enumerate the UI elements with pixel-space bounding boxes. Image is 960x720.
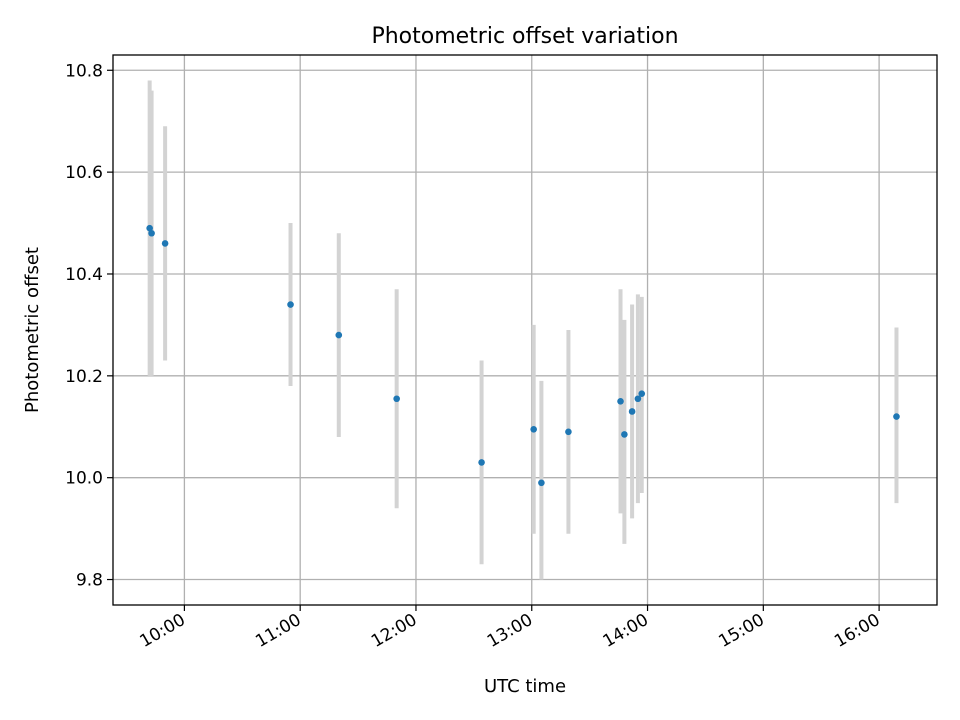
data-point (335, 331, 343, 339)
x-tick-label: 11:00 (252, 610, 304, 652)
data-point (628, 408, 636, 415)
grid-lines (113, 55, 937, 605)
x-axis-ticks: 10:00 11:00 12:00 13:00 14:00 15:00 16:00 (136, 605, 884, 652)
y-axis-ticks: 9.8 10.0 10.2 10.4 10.6 10.8 (65, 61, 113, 591)
x-tick-label: 12:00 (368, 610, 420, 652)
data-point (148, 229, 155, 237)
data-point (146, 224, 153, 232)
chart-title: Photometric offset variation (371, 24, 678, 49)
x-axis-label: UTC time (484, 676, 566, 697)
data-point (617, 397, 624, 405)
x-tick-label: 13:00 (484, 610, 536, 652)
y-tick-label: 9.8 (76, 571, 103, 591)
error-bars (147, 80, 899, 580)
data-point (538, 479, 545, 487)
data-point (530, 426, 537, 433)
x-tick-label: 15:00 (715, 610, 767, 652)
data-point (161, 240, 169, 247)
data-point (565, 428, 572, 436)
data-point (287, 301, 294, 308)
y-tick-label: 10.0 (65, 469, 103, 489)
x-tick-label: 10:00 (136, 610, 188, 652)
y-tick-label: 10.4 (65, 265, 103, 285)
data-point (478, 459, 485, 466)
data-point (893, 413, 900, 420)
data-point (634, 395, 642, 403)
y-tick-label: 10.8 (65, 61, 103, 81)
data-point (621, 431, 628, 438)
plot-frame (112, 54, 938, 606)
data-point (638, 390, 646, 397)
x-tick-label: 16:00 (831, 610, 883, 652)
y-tick-label: 10.6 (65, 163, 103, 183)
y-tick-label: 10.2 (65, 367, 103, 387)
y-axis-label: Photometric offset (22, 247, 43, 413)
data-point (393, 395, 400, 403)
data-points (146, 224, 900, 487)
x-tick-label: 14:00 (600, 610, 652, 652)
